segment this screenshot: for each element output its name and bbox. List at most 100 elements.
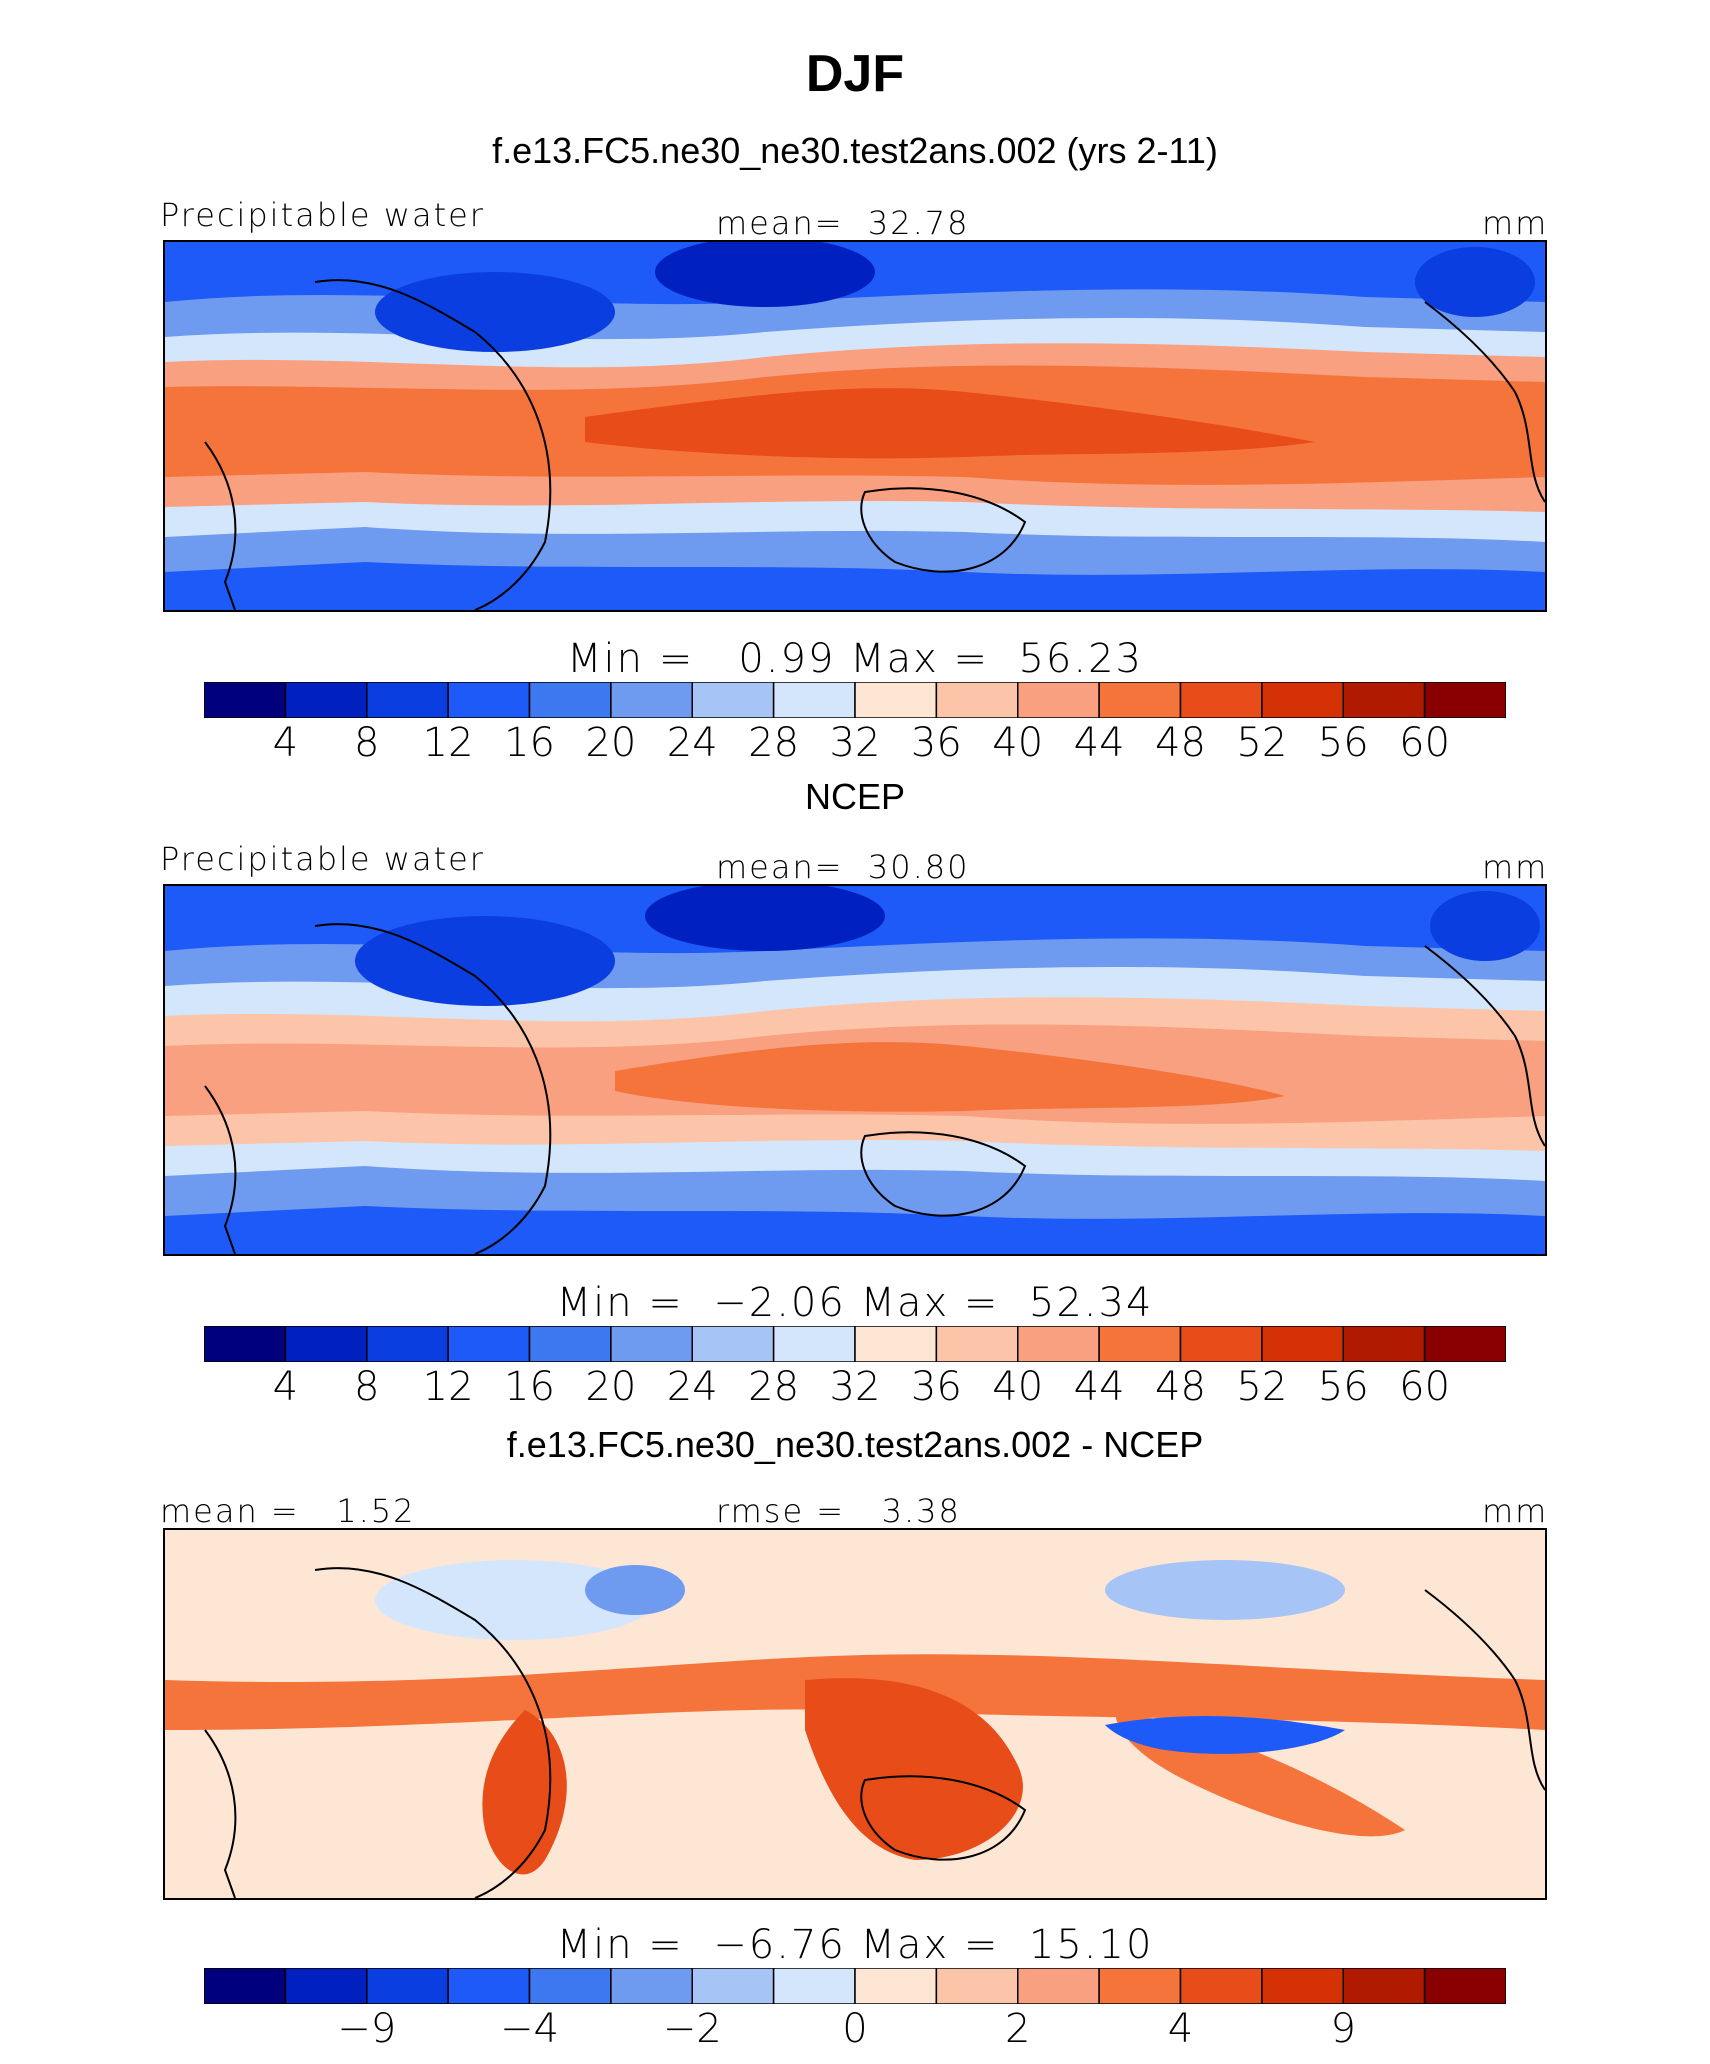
colorbar-swatch xyxy=(204,1326,287,1362)
panel-3-rmse-label: rmse = 3.38 xyxy=(716,1492,961,1530)
colorbar-tick-label: 52 xyxy=(1236,1364,1288,1410)
colorbar-tick-label: 20 xyxy=(585,720,637,766)
figure-title: DJF xyxy=(805,45,905,103)
colorbar-tick-label: 8 xyxy=(354,720,380,766)
colorbar-swatch xyxy=(935,1968,1019,2004)
panel-2-field xyxy=(165,886,1545,1254)
colorbar-swatch xyxy=(284,682,368,718)
colorbar-swatch xyxy=(447,1968,531,2004)
colorbar-swatch xyxy=(1342,1968,1426,2004)
colorbar-tick-label: 4 xyxy=(272,1364,299,1410)
colorbar-swatch xyxy=(691,1968,775,2004)
panel-2-map xyxy=(163,884,1547,1256)
colorbar-swatch xyxy=(610,1326,693,1362)
colorbar-tick-label: 36 xyxy=(910,720,962,766)
colorbar-swatch xyxy=(691,682,775,718)
colorbar-swatch xyxy=(366,1968,449,2004)
colorbar-tick-label: 8 xyxy=(354,1364,380,1410)
colorbar-swatch xyxy=(1098,1968,1182,2004)
colorbar-swatch xyxy=(1179,1326,1263,1362)
colorbar-swatch xyxy=(1098,682,1182,718)
colorbar-swatch xyxy=(772,682,856,718)
panel-1-map xyxy=(163,240,1547,612)
panel-3-title: f.e13.FC5.ne30_ne30.test2ans.002 - NCEP xyxy=(506,1424,1204,1465)
colorbar-swatch xyxy=(528,1326,612,1362)
colorbar-swatch xyxy=(1098,1326,1182,1362)
colorbar-swatch xyxy=(284,1968,368,2004)
panel-2-units-label: mm xyxy=(1482,848,1549,886)
panel-3-colorbar xyxy=(204,1968,1506,2004)
colorbar-tick-label: 56 xyxy=(1317,720,1369,766)
colorbar-tick-label: 52 xyxy=(1236,720,1288,766)
panel-2-mean-label: mean= 30.80 xyxy=(716,848,970,886)
colorbar-tick-label: 32 xyxy=(829,1364,881,1410)
colorbar-tick-label: 60 xyxy=(1399,1364,1451,1410)
colorbar-swatch xyxy=(854,1968,938,2004)
panel-1-colorbar xyxy=(204,682,1506,718)
colorbar-swatch xyxy=(528,1968,612,2004)
panel-3-min-max: Min = −6.76 Max = 15.10 xyxy=(556,1922,1154,1968)
panel-3-colorbar-ticks: −9 −4 −2 0 2 4 9 xyxy=(0,2006,1710,2056)
colorbar-swatch xyxy=(772,1326,856,1362)
colorbar-tick-label: 40 xyxy=(992,1364,1044,1410)
panel-1-variable-label: Precipitable water xyxy=(160,196,485,234)
colorbar-swatch xyxy=(284,1326,368,1362)
panel-1-field xyxy=(165,242,1545,610)
colorbar-tick-label: 2 xyxy=(1005,2006,1031,2052)
colorbar-tick-label: −9 xyxy=(337,2006,397,2052)
colorbar-swatch xyxy=(691,1326,775,1362)
colorbar-tick-label: 9 xyxy=(1330,2006,1356,2052)
colorbar-tick-label: 32 xyxy=(829,720,881,766)
colorbar-tick-label: 28 xyxy=(748,720,800,766)
colorbar-tick-label: 20 xyxy=(585,1364,637,1410)
colorbar-swatch xyxy=(1179,682,1263,718)
colorbar-swatch xyxy=(1017,1968,1100,2004)
colorbar-swatch xyxy=(854,682,938,718)
colorbar-tick-label: 44 xyxy=(1073,1364,1125,1410)
colorbar-tick-label: 16 xyxy=(504,1364,555,1410)
colorbar-swatch xyxy=(1261,1326,1344,1362)
panel-1-colorbar-ticks: 4 8 12 16 20 24 28 32 36 40 44 48 52 56 60 xyxy=(0,720,1710,770)
colorbar-swatch xyxy=(935,682,1019,718)
panel-3-mean-label: mean = 1.52 xyxy=(160,1492,416,1530)
colorbar-swatch xyxy=(1342,1326,1426,1362)
colorbar-tick-label: −2 xyxy=(662,2006,722,2052)
panel-2-colorbar-ticks: 4 8 12 16 20 24 28 32 36 40 44 48 52 56 60 xyxy=(0,1364,1710,1414)
panel-3-map xyxy=(163,1528,1547,1900)
colorbar-tick-label: 36 xyxy=(910,1364,962,1410)
colorbar-swatch xyxy=(854,1326,938,1362)
colorbar-tick-label: 28 xyxy=(748,1364,800,1410)
colorbar-tick-label: 0 xyxy=(842,2006,868,2052)
panel-2-variable-label: Precipitable water xyxy=(160,840,485,878)
panel-2-min-max: Min = −2.06 Max = 52.34 xyxy=(556,1280,1154,1326)
colorbar-swatch xyxy=(1017,1326,1100,1362)
colorbar-tick-label: 24 xyxy=(666,1364,718,1410)
panel-1-units-label: mm xyxy=(1482,204,1549,242)
colorbar-swatch xyxy=(447,682,531,718)
colorbar-tick-label: 16 xyxy=(504,720,555,766)
colorbar-tick-label: 24 xyxy=(666,720,718,766)
panel-1-title: f.e13.FC5.ne30_ne30.test2ans.002 (yrs 2-… xyxy=(492,130,1218,171)
panel-2-title: NCEP xyxy=(804,776,906,817)
colorbar-swatch xyxy=(1342,682,1426,718)
colorbar-swatch xyxy=(610,682,693,718)
colorbar-swatch xyxy=(366,1326,449,1362)
panel-1-min-max: Min = 0.99 Max = 56.23 xyxy=(567,636,1143,682)
colorbar-swatch xyxy=(935,1326,1019,1362)
colorbar-tick-label: 40 xyxy=(992,720,1044,766)
colorbar-swatch xyxy=(1017,682,1100,718)
colorbar-swatch xyxy=(204,1968,287,2004)
colorbar-tick-label: 12 xyxy=(422,1364,474,1410)
panel-1-mean-label: mean= 32.78 xyxy=(716,204,970,242)
colorbar-swatch xyxy=(1179,1968,1263,2004)
colorbar-swatch xyxy=(447,1326,531,1362)
colorbar-swatch xyxy=(1261,682,1344,718)
colorbar-swatch xyxy=(772,1968,856,2004)
colorbar-tick-label: −4 xyxy=(500,2006,559,2052)
colorbar-swatch xyxy=(1261,1968,1344,2004)
colorbar-tick-label: 48 xyxy=(1155,720,1206,766)
colorbar-tick-label: 4 xyxy=(1167,2006,1194,2052)
colorbar-tick-label: 4 xyxy=(272,720,299,766)
colorbar-swatch xyxy=(1423,1326,1506,1362)
colorbar-swatch xyxy=(366,682,449,718)
